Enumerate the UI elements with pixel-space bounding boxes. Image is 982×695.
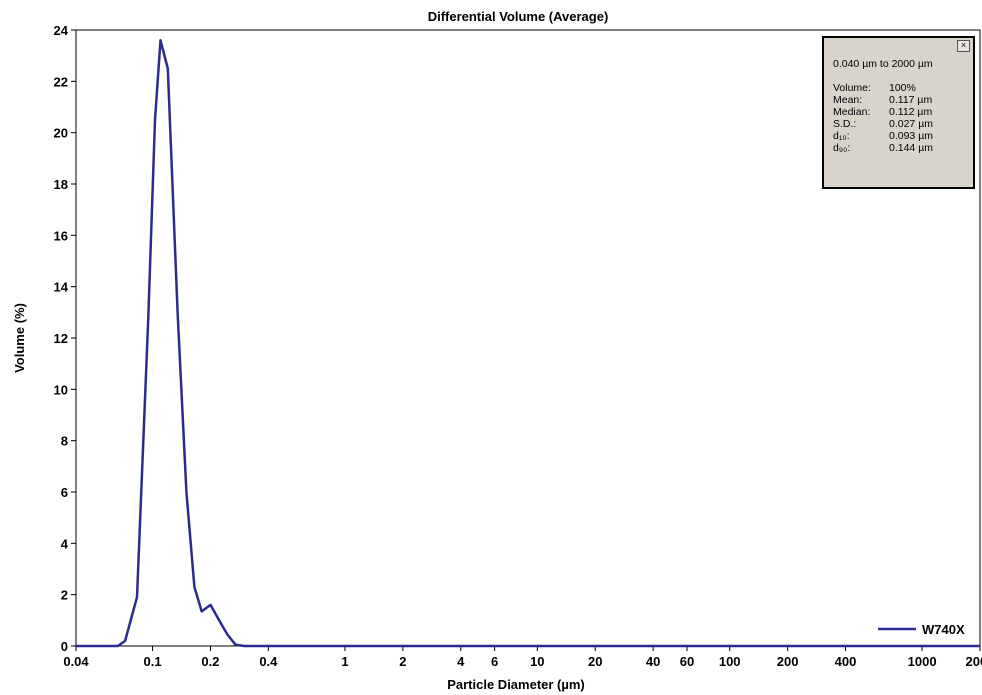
x-tick-label: 10	[530, 654, 544, 669]
stats-label: Volume:	[833, 82, 871, 94]
stats-value: 0.027 µm	[889, 118, 933, 130]
legend: W740X	[878, 622, 965, 637]
stats-row: S.D.: 0.027 µm	[833, 118, 933, 130]
stats-value: 0.144 µm	[889, 142, 933, 154]
x-tick-label: 0.4	[259, 654, 278, 669]
x-tick-label: 4	[457, 654, 465, 669]
y-tick-label: 10	[54, 382, 68, 397]
y-tick-label: 18	[54, 177, 68, 192]
x-tick-label: 2000	[966, 654, 982, 669]
stats-value: 100%	[889, 82, 916, 94]
y-tick-label: 2	[61, 588, 68, 603]
legend-label-w740x: W740X	[922, 622, 965, 637]
x-tick-label: 1	[341, 654, 348, 669]
x-tick-label: 200	[777, 654, 799, 669]
x-axis-title: Particle Diameter (µm)	[447, 677, 585, 692]
x-axis: 0.04 0.1 0.2 0.4 1 2 4 6 10 20 40 60 100 200 400 1000 20…	[63, 646, 982, 669]
stats-value: 0.093 µm	[889, 130, 933, 142]
y-tick-label: 14	[54, 280, 69, 295]
y-axis-title: Volume (%)	[12, 303, 27, 373]
y-tick-label: 16	[54, 228, 68, 243]
x-tick-label: 1000	[908, 654, 937, 669]
stats-range: 0.040 µm to 2000 µm	[833, 58, 933, 70]
x-tick-label: 2	[399, 654, 406, 669]
series-layer	[76, 39, 980, 648]
stats-label: Mean:	[833, 94, 863, 106]
stats-label: d₉₀:	[833, 142, 851, 154]
x-tick-label: 400	[835, 654, 857, 669]
x-tick-label: 40	[646, 654, 660, 669]
stats-row: d₁₀: 0.093 µm	[833, 130, 933, 142]
stats-row: Median: 0.112 µm	[833, 106, 933, 118]
stats-label: d₁₀:	[833, 130, 850, 142]
x-tick-label: 100	[719, 654, 741, 669]
stats-value: 0.117 µm	[889, 94, 933, 106]
y-tick-label: 0	[61, 639, 68, 654]
stats-label: S.D.:	[833, 118, 857, 130]
x-tick-label: 0.04	[63, 654, 89, 669]
y-tick-label: 22	[54, 74, 68, 89]
y-tick-label: 24	[54, 23, 69, 38]
x-tick-label: 0.1	[144, 654, 162, 669]
y-tick-label: 6	[61, 485, 68, 500]
stats-row: d₉₀: 0.144 µm	[833, 142, 933, 154]
stats-row: Mean: 0.117 µm	[833, 94, 933, 106]
y-tick-label: 4	[61, 536, 69, 551]
statistics-panel: × 0.040 µm to 2000 µm Volume: 100% Mean: 0…	[822, 36, 975, 189]
x-tick-label: 60	[680, 654, 694, 669]
stats-value: 0.112 µm	[889, 106, 933, 118]
x-tick-label: 20	[588, 654, 602, 669]
y-tick-label: 12	[54, 331, 68, 346]
stats-row: Volume: 100%	[833, 82, 933, 94]
close-icon[interactable]: ×	[957, 40, 970, 52]
y-tick-label: 8	[61, 434, 68, 449]
series-line-w740x	[76, 39, 980, 648]
x-tick-label: 6	[491, 654, 498, 669]
chart-title: Differential Volume (Average)	[428, 9, 609, 24]
stats-table: Volume: 100% Mean: 0.117 µm Median: 0.112 µ…	[833, 82, 933, 154]
x-tick-label: 0.2	[201, 654, 219, 669]
stats-label: Median:	[833, 106, 871, 118]
y-tick-label: 20	[54, 126, 68, 141]
